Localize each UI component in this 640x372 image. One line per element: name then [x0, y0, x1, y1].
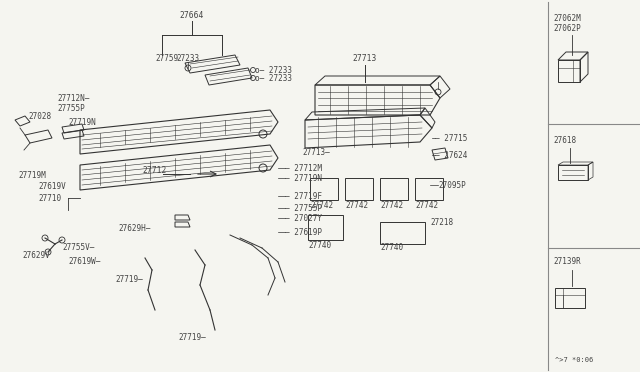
Text: 27742: 27742	[380, 201, 403, 209]
Text: 27618: 27618	[553, 135, 576, 144]
Text: — 27624: — 27624	[435, 151, 467, 160]
Text: o— 27233: o— 27233	[255, 74, 292, 83]
Text: 27710: 27710	[38, 193, 61, 202]
Text: ^>7 *0:06: ^>7 *0:06	[555, 357, 593, 363]
Text: 27713—: 27713—	[302, 148, 330, 157]
Bar	[308, 215, 343, 240]
Text: 27062P: 27062P	[553, 23, 580, 32]
Text: 27742: 27742	[415, 201, 438, 209]
Text: 27713: 27713	[353, 54, 377, 62]
Text: 27740: 27740	[380, 244, 403, 253]
Bar	[415, 178, 443, 200]
Text: 27218: 27218	[430, 218, 453, 227]
Text: 27028: 27028	[28, 112, 51, 121]
Text: 27719—: 27719—	[115, 276, 143, 285]
Bar	[380, 222, 425, 244]
Text: 27095P: 27095P	[438, 180, 466, 189]
Text: 27719N: 27719N	[68, 118, 96, 126]
Text: — 27715: — 27715	[435, 134, 467, 142]
Text: 27755V—: 27755V—	[62, 244, 94, 253]
Bar	[310, 178, 338, 200]
Text: 27629V: 27629V	[22, 250, 50, 260]
Bar	[380, 178, 408, 200]
Text: 27742: 27742	[345, 201, 368, 209]
Text: 27719—: 27719—	[178, 334, 205, 343]
Text: — 27719F: — 27719F	[285, 192, 322, 201]
Text: 27740: 27740	[308, 241, 331, 250]
Text: 27664: 27664	[180, 10, 204, 19]
Text: — 27755P: — 27755P	[285, 203, 322, 212]
Bar	[345, 178, 373, 200]
Text: 27712N—: 27712N—	[57, 93, 90, 103]
Text: — 27619P: — 27619P	[285, 228, 322, 237]
Text: 27062M: 27062M	[553, 13, 580, 22]
Text: — 27027Y: — 27027Y	[285, 214, 322, 222]
Text: 27742: 27742	[310, 201, 333, 209]
Text: 27629H—: 27629H—	[118, 224, 150, 232]
Text: 27719M: 27719M	[18, 170, 45, 180]
Text: 27619W—: 27619W—	[68, 257, 100, 266]
Text: 27233: 27233	[176, 54, 199, 62]
Text: 27712: 27712	[142, 166, 166, 174]
Text: 27619V: 27619V	[38, 182, 66, 190]
Text: — 27712M: — 27712M	[285, 164, 322, 173]
Text: — 27719N: — 27719N	[285, 173, 322, 183]
Text: 27759: 27759	[155, 54, 178, 62]
Text: 27755P: 27755P	[57, 103, 84, 112]
Text: 27139R: 27139R	[553, 257, 580, 266]
Text: o— 27233: o— 27233	[255, 65, 292, 74]
